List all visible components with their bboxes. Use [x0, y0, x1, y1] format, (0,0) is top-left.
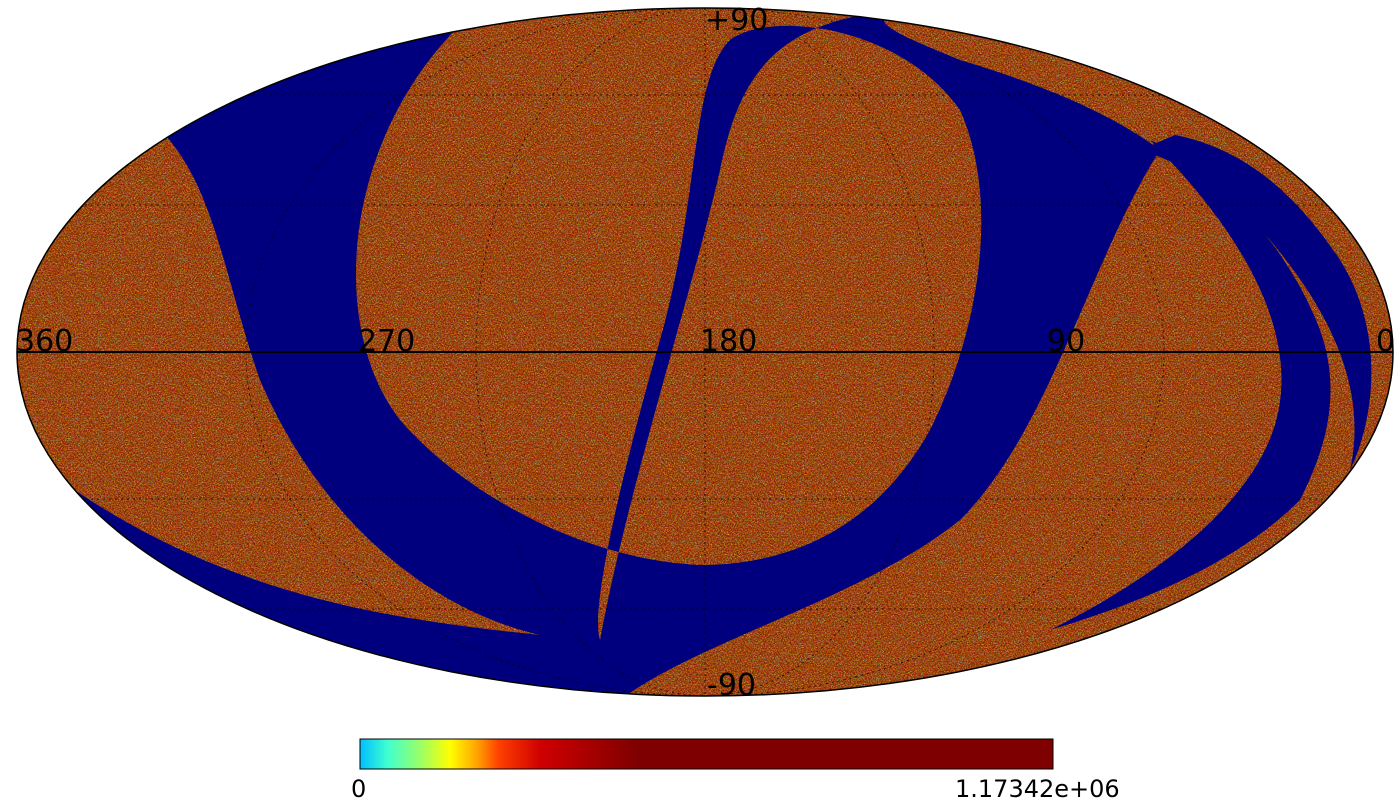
- lon-label-0: 0: [1376, 324, 1395, 359]
- colorbar-gradient: [359, 738, 1054, 770]
- lon-label-360: 360: [16, 324, 73, 359]
- map-outline: [16, 7, 1394, 697]
- lon-label-90: 90: [1047, 324, 1085, 359]
- lat-label-bottom: -90: [707, 668, 756, 703]
- lon-label-180: 180: [700, 324, 757, 359]
- mollweide-map: [17, 8, 1393, 696]
- colorbar-min-label: 0: [351, 775, 366, 802]
- lat-label-top: +90: [705, 3, 768, 38]
- colorbar-max-label: 1.17342e+06: [955, 775, 1120, 802]
- lon-label-270: 270: [358, 324, 415, 359]
- colorbar: 0 1.17342e+06: [351, 738, 1120, 802]
